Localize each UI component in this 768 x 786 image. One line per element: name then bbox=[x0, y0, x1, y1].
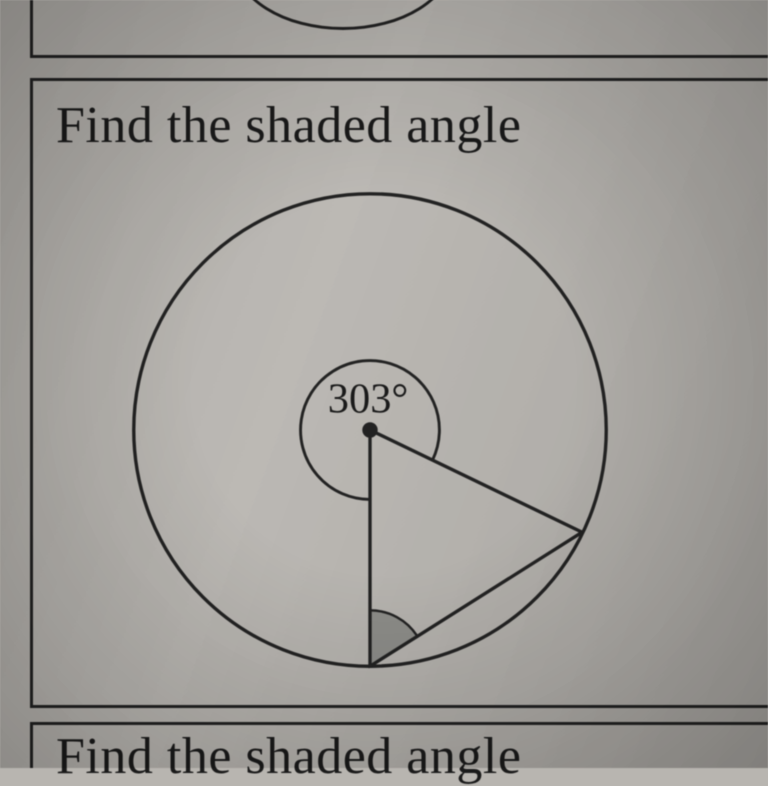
angle-diagram: 303° bbox=[90, 160, 650, 700]
prev-diagram-arc bbox=[233, 0, 453, 30]
radius-2 bbox=[370, 430, 582, 532]
next-question-title: Find the shaded angle bbox=[56, 727, 521, 786]
shaded-angle-sector bbox=[370, 610, 417, 666]
prev-question-frame bbox=[30, 0, 768, 58]
center-dot bbox=[362, 422, 377, 437]
chord bbox=[370, 532, 582, 666]
reflex-angle-label: 303° bbox=[328, 376, 409, 423]
question-title: Find the shaded angle bbox=[56, 96, 521, 155]
